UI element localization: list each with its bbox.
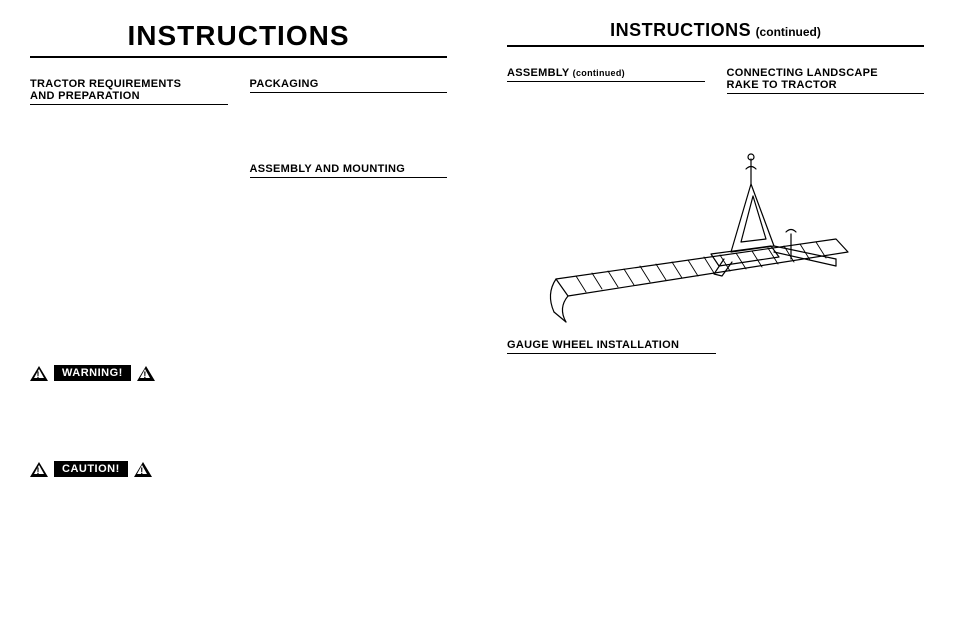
warning-triangle-icon: ! [134, 462, 152, 477]
warning-triangle-icon: ! [30, 462, 48, 477]
right-col1: ASSEMBLY (continued) [507, 67, 705, 104]
section-assembly-mounting: ASSEMBLY AND MOUNTING [250, 163, 448, 178]
spacer [30, 391, 228, 451]
section-tractor-req-l2: AND PREPARATION [30, 90, 140, 102]
left-page: INSTRUCTIONS TRACTOR REQUIREMENTS AND PR… [0, 0, 477, 618]
caution-banner: ! CAUTION! ! [30, 461, 228, 477]
page-title-right-row: INSTRUCTIONS (continued) [507, 20, 924, 47]
right-col2: CONNECTING LANDSCAPE RAKE TO TRACTOR [727, 67, 925, 104]
left-columns: TRACTOR REQUIREMENTS AND PREPARATION ! W… [30, 78, 447, 487]
warning-label: WARNING! [54, 365, 131, 381]
spacer [250, 103, 448, 163]
warning-banner: ! WARNING! ! [30, 365, 228, 381]
section-assembly-cont-label: ASSEMBLY [507, 67, 569, 79]
section-gauge-wheel: GAUGE WHEEL INSTALLATION [507, 339, 716, 354]
section-connecting: CONNECTING LANDSCAPE RAKE TO TRACTOR [727, 67, 925, 94]
right-columns: ASSEMBLY (continued) CONNECTING LANDSCAP… [507, 67, 924, 104]
right-col1-lower: GAUGE WHEEL INSTALLATION [507, 339, 716, 354]
diagram-assembly [507, 124, 924, 324]
left-col2: PACKAGING ASSEMBLY AND MOUNTING [250, 78, 448, 487]
section-assembly-cont: ASSEMBLY (continued) [507, 67, 705, 82]
spacer [30, 115, 228, 355]
page: INSTRUCTIONS TRACTOR REQUIREMENTS AND PR… [0, 0, 954, 618]
section-tractor-req: TRACTOR REQUIREMENTS AND PREPARATION [30, 78, 228, 105]
page-title-right-cont: (continued) [756, 25, 821, 39]
left-col1: TRACTOR REQUIREMENTS AND PREPARATION ! W… [30, 78, 228, 487]
page-title-left: INSTRUCTIONS [30, 20, 447, 58]
section-assembly-cont-suffix: (continued) [573, 68, 625, 78]
section-connecting-l2: RAKE TO TRACTOR [727, 79, 837, 91]
warning-triangle-icon: ! [30, 366, 48, 381]
warning-triangle-icon: ! [137, 366, 155, 381]
section-connecting-l1: CONNECTING LANDSCAPE [727, 67, 878, 79]
page-title-right: INSTRUCTIONS [610, 20, 751, 40]
section-packaging: PACKAGING [250, 78, 448, 93]
section-tractor-req-l1: TRACTOR REQUIREMENTS [30, 78, 181, 90]
caution-label: CAUTION! [54, 461, 128, 477]
rake-diagram-svg [536, 124, 896, 324]
right-page: INSTRUCTIONS (continued) ASSEMBLY (conti… [477, 0, 954, 618]
